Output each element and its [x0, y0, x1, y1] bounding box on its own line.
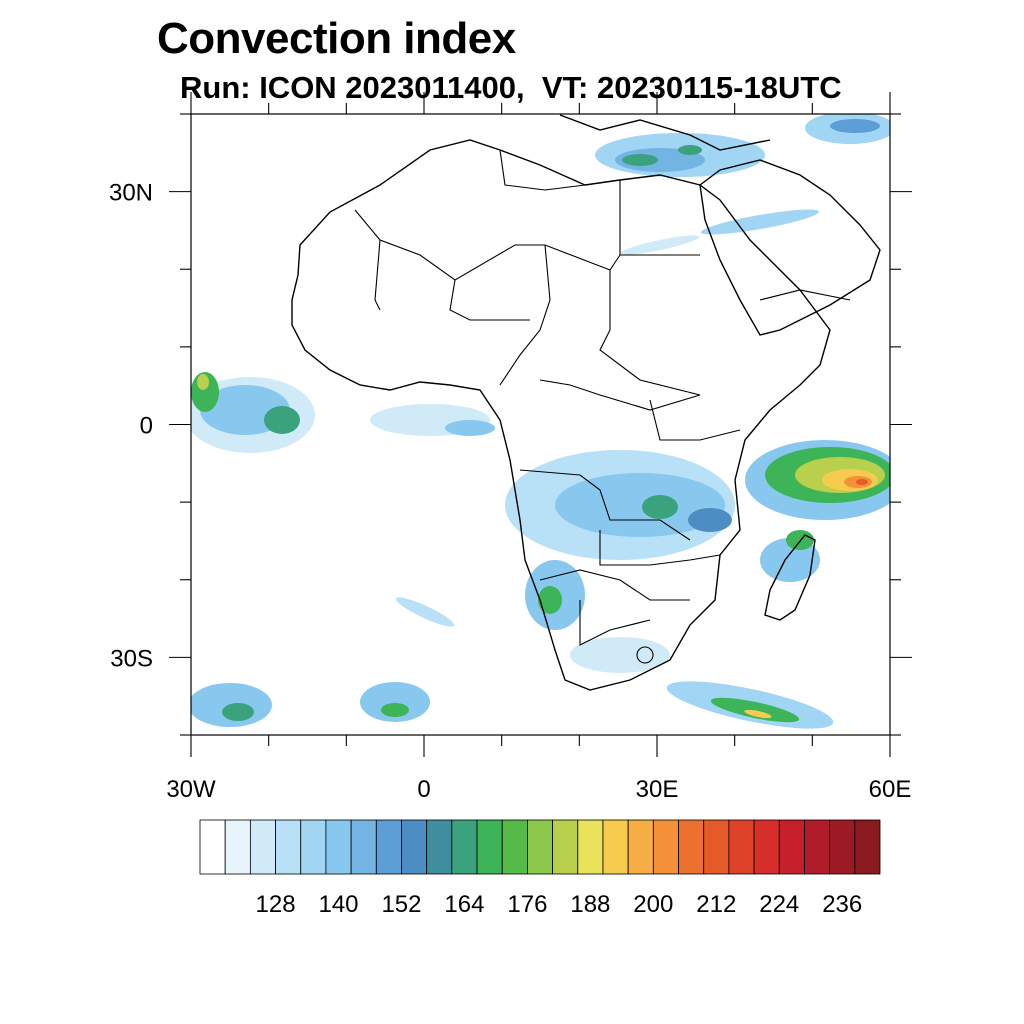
country-borders: [354, 149, 851, 664]
colorbar-box: [577, 819, 604, 875]
colorbar-boxes: [199, 819, 881, 875]
field-north-streaks: [620, 209, 820, 255]
chart-subtitle: Run: ICON 2023011400, VT: 20230115-18UTC: [180, 70, 842, 105]
chart-title: Convection index: [157, 14, 516, 63]
colorbar-tick-label: 128: [256, 891, 296, 918]
lon-label: 0: [417, 776, 430, 803]
lon-label: 60E: [869, 776, 912, 803]
field-southern-band: [666, 681, 834, 729]
map-panel: [190, 113, 891, 736]
lon-label: 30E: [636, 776, 679, 803]
field-gulf-guinea: [370, 404, 495, 436]
colorbar-box: [350, 819, 377, 875]
colorbar-box: [829, 819, 856, 875]
field-indian-ocean: [745, 440, 890, 520]
colorbar-box: [552, 819, 579, 875]
colorbar-box: [401, 819, 428, 875]
colorbar-box: [300, 819, 327, 875]
colorbar-tick-label: 188: [570, 891, 610, 918]
colorbar-box: [224, 819, 251, 875]
field-atlantic-west: [191, 372, 315, 453]
lat-label: 0: [140, 413, 153, 440]
lat-label: 30S: [110, 645, 153, 672]
convection-field: [191, 114, 890, 729]
colorbar: 128 140 152 164 176 188 200 212 224 236: [199, 819, 881, 918]
colorbar-tick-label: 176: [507, 891, 547, 918]
colorbar-box: [728, 819, 755, 875]
colorbar-tick-label: 164: [444, 891, 484, 918]
colorbar-box: [375, 819, 402, 875]
colorbar-box: [527, 819, 553, 875]
colorbar-box: [854, 819, 881, 875]
colorbar-tick-label: 200: [633, 891, 673, 918]
colorbar-box: [476, 819, 503, 875]
colorbar-box: [275, 819, 302, 875]
colorbar-box: [627, 819, 654, 875]
colorbar-box: [199, 819, 226, 875]
colorbar-labels: 128 140 152 164 176 188 200 212 224 236: [256, 891, 863, 918]
axis-ticks: [169, 92, 912, 757]
colorbar-tick-label: 236: [822, 891, 862, 918]
lat-label: 30N: [109, 180, 153, 207]
colorbar-box: [703, 819, 730, 875]
colorbar-box: [602, 819, 629, 875]
field-central-africa: [505, 450, 820, 673]
colorbar-tick-label: 212: [696, 891, 736, 918]
field-mediterranean: [595, 114, 890, 177]
colorbar-box: [249, 819, 276, 875]
colorbar-box: [426, 819, 453, 875]
colorbar-tick-label: 224: [759, 891, 799, 918]
axis-labels: 30N 0 30S 30W 0 30E 60E: [109, 180, 911, 803]
colorbar-box: [804, 819, 831, 875]
colorbar-box: [778, 819, 805, 875]
lon-label: 30W: [166, 776, 216, 803]
colorbar-box: [652, 819, 679, 875]
colorbar-box: [451, 819, 478, 875]
colorbar-tick-label: 140: [318, 891, 358, 918]
field-south-atlantic: [191, 597, 455, 727]
colorbar-box: [753, 819, 780, 875]
colorbar-box: [501, 819, 528, 875]
colorbar-box: [325, 819, 352, 875]
colorbar-tick-label: 152: [381, 891, 421, 918]
colorbar-box: [678, 819, 705, 875]
